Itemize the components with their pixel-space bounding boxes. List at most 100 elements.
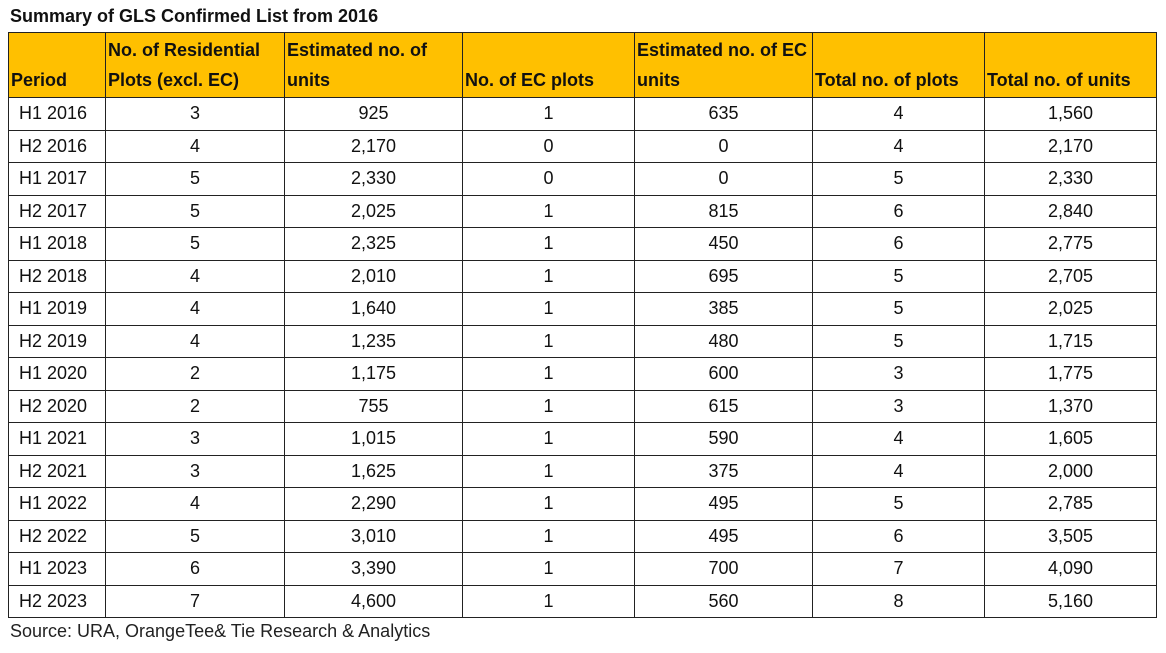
column-header-total-plots: Total no. of plots xyxy=(812,32,985,98)
table-row: H2 2018 4 2,010 1 695 5 2,705 xyxy=(8,259,1157,293)
estimated-units-cell: 2,010 xyxy=(284,259,463,293)
period-cell: H2 2023 xyxy=(8,584,106,618)
ec-plots-cell: 1 xyxy=(462,487,635,521)
total-units-cell: 1,715 xyxy=(984,324,1157,358)
period-cell: H2 2017 xyxy=(8,194,106,228)
estimated-units-cell: 3,390 xyxy=(284,552,463,586)
total-plots-cell: 5 xyxy=(812,259,985,293)
total-plots-cell: 4 xyxy=(812,422,985,456)
ec-plots-cell: 0 xyxy=(462,129,635,163)
residential-plots-cell: 6 xyxy=(105,552,285,586)
total-units-cell: 2,775 xyxy=(984,227,1157,261)
column-header-estimated-ec-units: Estimated no. of EC units xyxy=(634,32,813,98)
estimated-ec-units-cell: 0 xyxy=(634,162,813,196)
total-units-cell: 1,560 xyxy=(984,97,1157,131)
total-units-cell: 2,170 xyxy=(984,129,1157,163)
period-cell: H1 2023 xyxy=(8,552,106,586)
total-plots-cell: 4 xyxy=(812,97,985,131)
estimated-ec-units-cell: 480 xyxy=(634,324,813,358)
total-plots-cell: 5 xyxy=(812,162,985,196)
total-units-cell: 2,025 xyxy=(984,292,1157,326)
total-units-cell: 4,090 xyxy=(984,552,1157,586)
estimated-units-cell: 2,325 xyxy=(284,227,463,261)
ec-plots-cell: 1 xyxy=(462,292,635,326)
table-row: H2 2023 7 4,600 1 560 8 5,160 xyxy=(8,584,1157,618)
residential-plots-cell: 3 xyxy=(105,97,285,131)
estimated-units-cell: 1,625 xyxy=(284,454,463,488)
period-cell: H1 2016 xyxy=(8,97,106,131)
estimated-units-cell: 2,330 xyxy=(284,162,463,196)
residential-plots-cell: 5 xyxy=(105,227,285,261)
total-plots-cell: 8 xyxy=(812,584,985,618)
ec-plots-cell: 1 xyxy=(462,552,635,586)
residential-plots-cell: 2 xyxy=(105,389,285,423)
estimated-ec-units-cell: 815 xyxy=(634,194,813,228)
ec-plots-cell: 1 xyxy=(462,357,635,391)
residential-plots-cell: 4 xyxy=(105,324,285,358)
period-cell: H1 2018 xyxy=(8,227,106,261)
total-plots-cell: 4 xyxy=(812,129,985,163)
estimated-units-cell: 755 xyxy=(284,389,463,423)
total-units-cell: 2,840 xyxy=(984,194,1157,228)
ec-plots-cell: 0 xyxy=(462,162,635,196)
period-cell: H2 2022 xyxy=(8,519,106,553)
total-units-cell: 1,775 xyxy=(984,357,1157,391)
period-cell: H2 2018 xyxy=(8,259,106,293)
total-plots-cell: 6 xyxy=(812,227,985,261)
period-cell: H2 2020 xyxy=(8,389,106,423)
table-row: H1 2019 4 1,640 1 385 5 2,025 xyxy=(8,292,1157,326)
table-row: H1 2016 3 925 1 635 4 1,560 xyxy=(8,97,1157,131)
table-row: H1 2018 5 2,325 1 450 6 2,775 xyxy=(8,227,1157,261)
period-cell: H2 2019 xyxy=(8,324,106,358)
estimated-ec-units-cell: 375 xyxy=(634,454,813,488)
total-plots-cell: 5 xyxy=(812,292,985,326)
total-units-cell: 2,705 xyxy=(984,259,1157,293)
residential-plots-cell: 4 xyxy=(105,292,285,326)
residential-plots-cell: 7 xyxy=(105,584,285,618)
estimated-ec-units-cell: 560 xyxy=(634,584,813,618)
gls-summary-table: Period No. of Residential Plots (excl. E… xyxy=(8,32,1157,618)
residential-plots-cell: 2 xyxy=(105,357,285,391)
table-body: H1 2016 3 925 1 635 4 1,560 H2 2016 4 2,170 0 0 4 2,1… xyxy=(8,97,1157,618)
ec-plots-cell: 1 xyxy=(462,259,635,293)
period-cell: H1 2022 xyxy=(8,487,106,521)
total-units-cell: 1,605 xyxy=(984,422,1157,456)
column-header-residential-plots: No. of Residential Plots (excl. EC) xyxy=(105,32,285,98)
estimated-ec-units-cell: 495 xyxy=(634,487,813,521)
residential-plots-cell: 4 xyxy=(105,487,285,521)
ec-plots-cell: 1 xyxy=(462,194,635,228)
column-header-period: Period xyxy=(8,32,106,98)
residential-plots-cell: 5 xyxy=(105,162,285,196)
estimated-ec-units-cell: 590 xyxy=(634,422,813,456)
estimated-units-cell: 2,290 xyxy=(284,487,463,521)
ec-plots-cell: 1 xyxy=(462,97,635,131)
estimated-units-cell: 2,170 xyxy=(284,129,463,163)
table-row: H1 2020 2 1,175 1 600 3 1,775 xyxy=(8,357,1157,391)
column-header-total-units: Total no. of units xyxy=(984,32,1157,98)
ec-plots-cell: 1 xyxy=(462,519,635,553)
total-units-cell: 5,160 xyxy=(984,584,1157,618)
table-row: H1 2017 5 2,330 0 0 5 2,330 xyxy=(8,162,1157,196)
column-header-estimated-units: Estimated no. of units xyxy=(284,32,463,98)
ec-plots-cell: 1 xyxy=(462,454,635,488)
table-title: Summary of GLS Confirmed List from 2016 xyxy=(10,6,379,26)
residential-plots-cell: 5 xyxy=(105,194,285,228)
estimated-units-cell: 1,235 xyxy=(284,324,463,358)
table-row: H2 2019 4 1,235 1 480 5 1,715 xyxy=(8,324,1157,358)
total-units-cell: 3,505 xyxy=(984,519,1157,553)
estimated-units-cell: 2,025 xyxy=(284,194,463,228)
table-row: H2 2021 3 1,625 1 375 4 2,000 xyxy=(8,454,1157,488)
table-row: H1 2021 3 1,015 1 590 4 1,605 xyxy=(8,422,1157,456)
total-plots-cell: 6 xyxy=(812,194,985,228)
total-plots-cell: 7 xyxy=(812,552,985,586)
estimated-ec-units-cell: 635 xyxy=(634,97,813,131)
residential-plots-cell: 4 xyxy=(105,259,285,293)
table-row: H1 2023 6 3,390 1 700 7 4,090 xyxy=(8,552,1157,586)
ec-plots-cell: 1 xyxy=(462,227,635,261)
estimated-units-cell: 1,640 xyxy=(284,292,463,326)
table-row: H2 2017 5 2,025 1 815 6 2,840 xyxy=(8,194,1157,228)
ec-plots-cell: 1 xyxy=(462,584,635,618)
estimated-units-cell: 3,010 xyxy=(284,519,463,553)
ec-plots-cell: 1 xyxy=(462,422,635,456)
ec-plots-cell: 1 xyxy=(462,324,635,358)
